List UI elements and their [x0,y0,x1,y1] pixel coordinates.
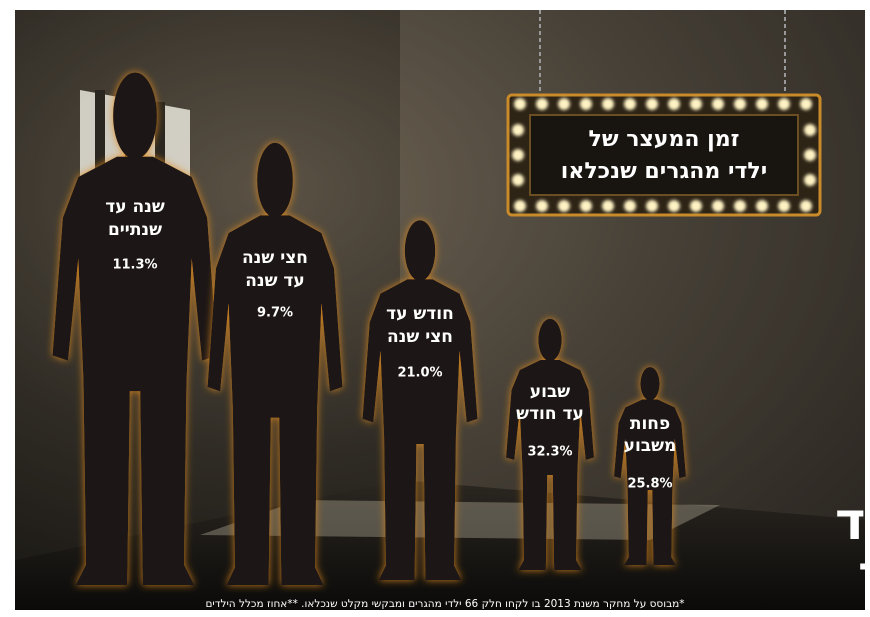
logo-line: אסור [858,545,870,605]
item-value: 9.7% [257,306,293,321]
bulb [690,200,702,212]
body [614,399,686,565]
item-label: שנה עד [105,197,165,217]
bulb [778,200,790,212]
silhouette [362,220,478,580]
body [362,279,478,580]
bulb [756,98,768,110]
bulb [800,200,812,212]
bulb [668,200,680,212]
bulb [804,174,816,186]
chains [539,10,786,95]
item-label: פחות [630,414,670,434]
item-label: חודש עד [386,304,454,324]
bulb [624,200,636,212]
item-label: עד שנה [245,271,305,291]
head [113,72,157,160]
bulb [602,98,614,110]
body [207,215,343,585]
silhouette [506,318,594,570]
bulb [800,98,812,110]
bulb [690,98,702,110]
item-label: חצי שנה [242,248,308,268]
item-value: 11.3% [112,258,157,273]
bulb [536,200,548,212]
silhouette [52,72,218,585]
sign-title-line: ילדי מהגרים שנכלאו [561,159,767,184]
bulb [536,98,548,110]
bulb [756,200,768,212]
body [506,360,594,570]
bulb [712,98,724,110]
item-label: שנתיים [108,220,162,240]
head [538,318,562,362]
item-value: 32.3% [527,445,572,460]
bulb [646,98,658,110]
silhouette [207,142,343,585]
item-value: 21.0% [397,366,442,381]
sign: זמן המעצר של ילדי מהגרים שנכלאו [506,93,822,217]
bulb [712,200,724,212]
item-label: חצי שנה [387,327,453,347]
bulb [624,98,636,110]
bulb [512,174,524,186]
bulb [580,98,592,110]
bulb [646,200,658,212]
bulb [558,98,570,110]
bulb [778,98,790,110]
bulb [804,149,816,161]
floor-light [200,500,720,540]
bulb [804,124,816,136]
bulb [512,124,524,136]
item-value: 25.8% [627,477,672,492]
item-label: שבוע [530,382,571,402]
bulb [602,200,614,212]
bulb [514,200,526,212]
bulb [668,98,680,110]
bulb [558,200,570,212]
logo-line: ילד [835,492,870,552]
footnote: *מבוסס על מחקר משנת 2013 בו לקחו חלק 66 … [205,598,684,610]
bulb [734,98,746,110]
bulb [580,200,592,212]
bulb [734,200,746,212]
item-label: משבוע [624,436,677,456]
bulb [514,98,526,110]
head [257,142,293,218]
body [52,156,218,585]
head [404,220,436,282]
silhouette [614,367,686,565]
bulb [512,149,524,161]
item-label: עד חודש [516,404,584,424]
head [640,367,660,401]
sign-title-line: זמן המעצר של [589,127,740,152]
